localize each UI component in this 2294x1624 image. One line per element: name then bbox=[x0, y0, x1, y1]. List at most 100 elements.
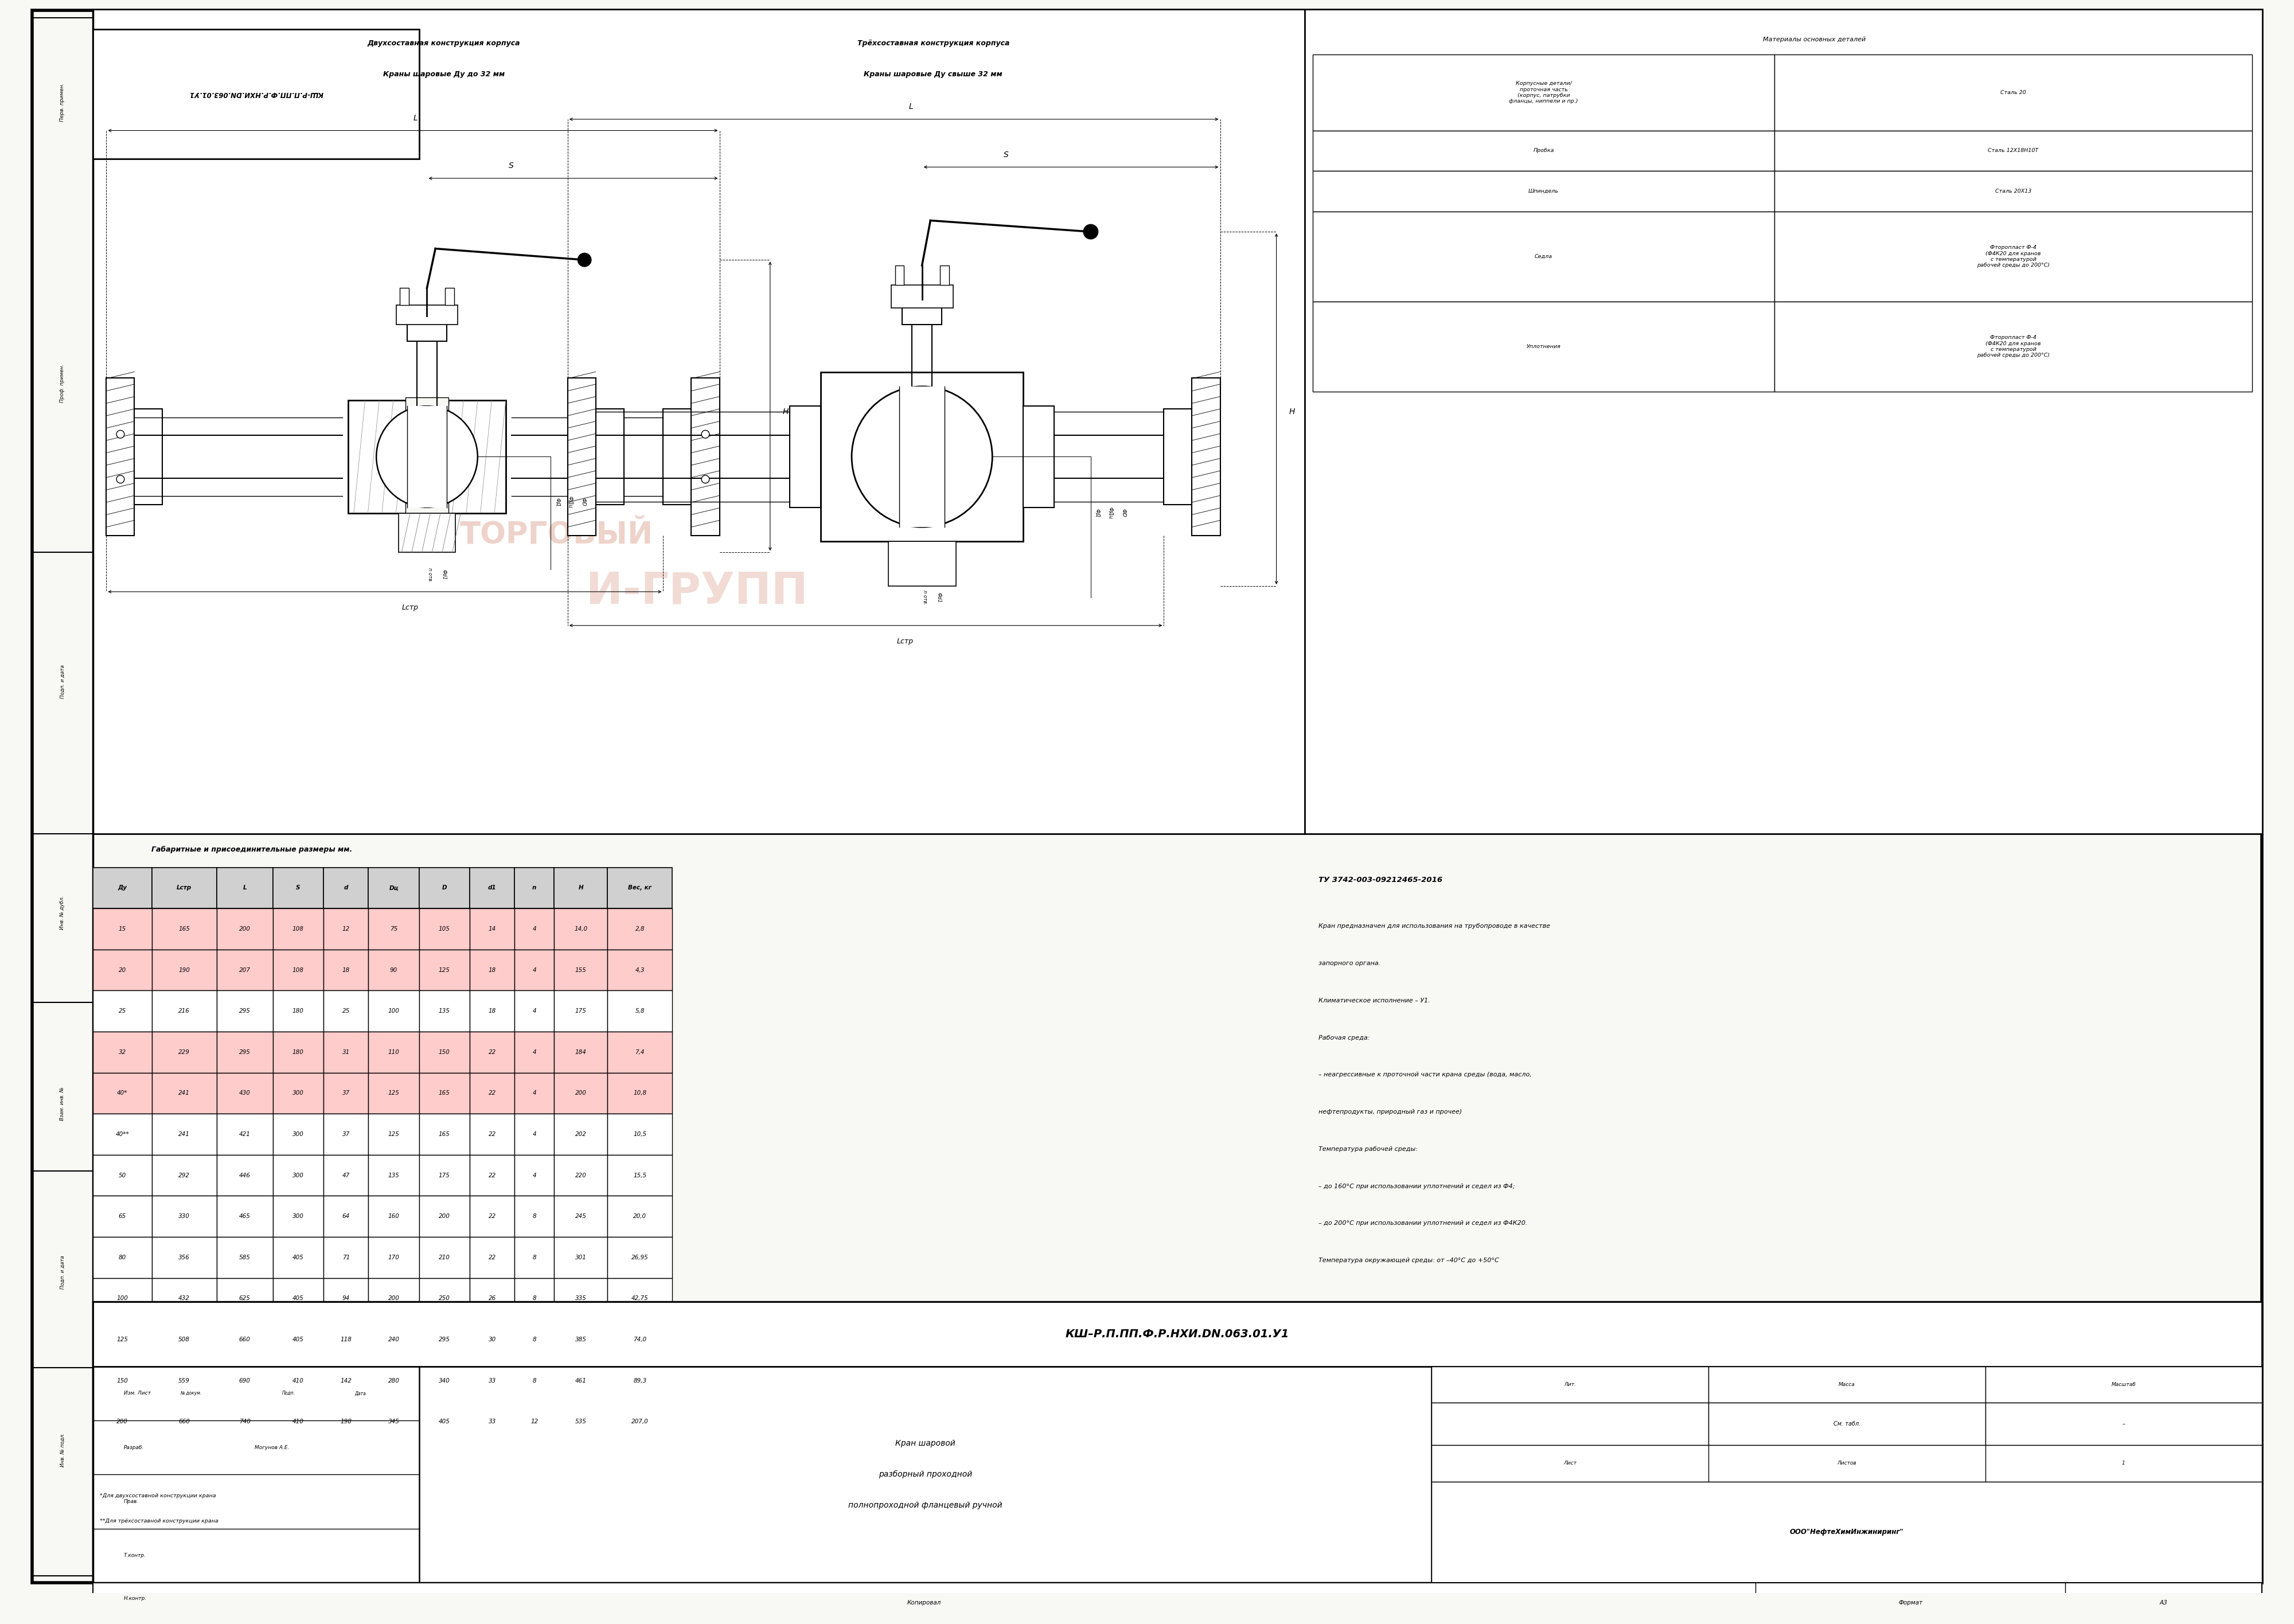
Bar bbox=[92, 867, 151, 908]
Bar bbox=[151, 1155, 216, 1195]
Text: 200: 200 bbox=[239, 926, 250, 932]
Bar bbox=[273, 1114, 323, 1155]
Text: 461: 461 bbox=[576, 1377, 587, 1384]
Text: 410: 410 bbox=[291, 1419, 303, 1424]
Bar bbox=[1773, 302, 2253, 391]
Bar bbox=[1312, 130, 1773, 171]
Bar bbox=[273, 950, 323, 991]
Bar bbox=[408, 317, 447, 341]
Bar bbox=[323, 1155, 369, 1195]
Text: 200: 200 bbox=[117, 1419, 128, 1424]
Text: 65: 65 bbox=[119, 1213, 126, 1220]
Bar bbox=[1312, 55, 1773, 130]
Bar bbox=[92, 1237, 151, 1278]
Text: ФД: ФД bbox=[555, 497, 560, 507]
Bar bbox=[369, 1402, 420, 1442]
Bar bbox=[567, 378, 596, 536]
Text: 405: 405 bbox=[291, 1296, 303, 1301]
Bar bbox=[92, 991, 151, 1031]
Bar bbox=[323, 1072, 369, 1114]
Bar bbox=[1431, 1403, 1709, 1445]
Bar bbox=[216, 950, 273, 991]
Text: Формат: Формат bbox=[1897, 1600, 1922, 1606]
Bar bbox=[216, 1402, 273, 1442]
Text: 42,75: 42,75 bbox=[631, 1296, 649, 1301]
Text: Сталь 12Х18Н10Т: Сталь 12Х18Н10Т bbox=[1989, 148, 2039, 153]
Text: ФD: ФD bbox=[580, 497, 585, 507]
Text: 335: 335 bbox=[576, 1296, 587, 1301]
Text: Температура окружающей среды: от –40°С до +50°С: Температура окружающей среды: от –40°С д… bbox=[1319, 1257, 1498, 1263]
Text: 559: 559 bbox=[179, 1377, 190, 1384]
Text: 4: 4 bbox=[532, 968, 537, 973]
Bar bbox=[369, 1195, 420, 1237]
Bar bbox=[135, 409, 163, 505]
Bar bbox=[608, 1031, 672, 1072]
Text: 340: 340 bbox=[438, 1377, 450, 1384]
Bar bbox=[216, 1237, 273, 1278]
Bar bbox=[323, 1319, 369, 1359]
Text: 80: 80 bbox=[119, 1255, 126, 1260]
Bar bbox=[555, 1072, 608, 1114]
Text: 180: 180 bbox=[291, 1049, 303, 1056]
Bar bbox=[470, 1237, 514, 1278]
Bar bbox=[1431, 1445, 2262, 1481]
Text: 40*: 40* bbox=[117, 1090, 128, 1096]
Bar bbox=[608, 1155, 672, 1195]
Bar bbox=[151, 1114, 216, 1155]
Text: КШ–Р.П.ПП.Ф.Р.НХИ.DN.063.01.У1: КШ–Р.П.ПП.Ф.Р.НХИ.DN.063.01.У1 bbox=[1064, 1328, 1289, 1340]
Text: – неагрессивные к проточной части крана среды (вода, масло,: – неагрессивные к проточной части крана … bbox=[1319, 1072, 1532, 1078]
Text: 110: 110 bbox=[388, 1049, 399, 1056]
Bar bbox=[1431, 1366, 1709, 1403]
Text: Могунов А.Е.: Могунов А.Е. bbox=[255, 1445, 289, 1450]
Bar bbox=[92, 1031, 151, 1072]
Text: d1: d1 bbox=[489, 885, 496, 890]
Text: Инв. № дубл.: Инв. № дубл. bbox=[60, 895, 64, 929]
Bar bbox=[420, 908, 470, 950]
Bar bbox=[555, 908, 608, 950]
Bar bbox=[895, 265, 904, 286]
Text: 405: 405 bbox=[291, 1255, 303, 1260]
Bar bbox=[1773, 130, 2253, 171]
Text: ТОРГОВЫЙ: ТОРГОВЫЙ bbox=[459, 521, 654, 551]
Text: 210: 210 bbox=[438, 1255, 450, 1260]
Bar bbox=[1984, 1403, 2262, 1445]
Text: – до 200°С при использовании уплотнений и седел из Ф4К20.: – до 200°С при использовании уплотнений … bbox=[1319, 1221, 1528, 1226]
Bar bbox=[399, 513, 454, 552]
Text: 4: 4 bbox=[532, 926, 537, 932]
Bar bbox=[514, 1195, 555, 1237]
Text: Сталь 20: Сталь 20 bbox=[2000, 89, 2026, 96]
Text: Фd1: Фd1 bbox=[440, 570, 447, 580]
Bar bbox=[470, 1114, 514, 1155]
Bar bbox=[92, 1583, 2262, 1624]
Text: 8: 8 bbox=[532, 1213, 537, 1220]
Text: 300: 300 bbox=[291, 1090, 303, 1096]
Text: 430: 430 bbox=[239, 1090, 250, 1096]
Bar bbox=[369, 867, 420, 908]
Text: 190: 190 bbox=[179, 968, 190, 973]
Text: 89,3: 89,3 bbox=[633, 1377, 647, 1384]
Text: 2,8: 2,8 bbox=[635, 926, 645, 932]
Text: 10,5: 10,5 bbox=[633, 1132, 647, 1137]
Bar bbox=[555, 867, 608, 908]
Text: Подп. и дата: Подп. и дата bbox=[60, 664, 64, 698]
Text: Уплотнения: Уплотнения bbox=[1526, 344, 1560, 349]
Bar bbox=[397, 305, 459, 325]
Bar bbox=[555, 1114, 608, 1155]
Bar bbox=[888, 541, 957, 586]
Bar bbox=[470, 1031, 514, 1072]
Bar bbox=[216, 1031, 273, 1072]
Text: 50: 50 bbox=[119, 1173, 126, 1177]
Bar bbox=[555, 950, 608, 991]
Text: 94: 94 bbox=[342, 1296, 349, 1301]
Text: 135: 135 bbox=[388, 1173, 399, 1177]
Text: n отв.: n отв. bbox=[427, 567, 431, 581]
Text: Изм. Лист: Изм. Лист bbox=[124, 1390, 151, 1397]
Text: 295: 295 bbox=[239, 1009, 250, 1013]
Bar bbox=[323, 1402, 369, 1442]
Bar bbox=[106, 378, 135, 536]
Text: 585: 585 bbox=[239, 1255, 250, 1260]
Bar bbox=[420, 950, 470, 991]
Bar bbox=[92, 1614, 420, 1624]
Bar bbox=[445, 287, 454, 305]
Circle shape bbox=[1083, 224, 1099, 239]
